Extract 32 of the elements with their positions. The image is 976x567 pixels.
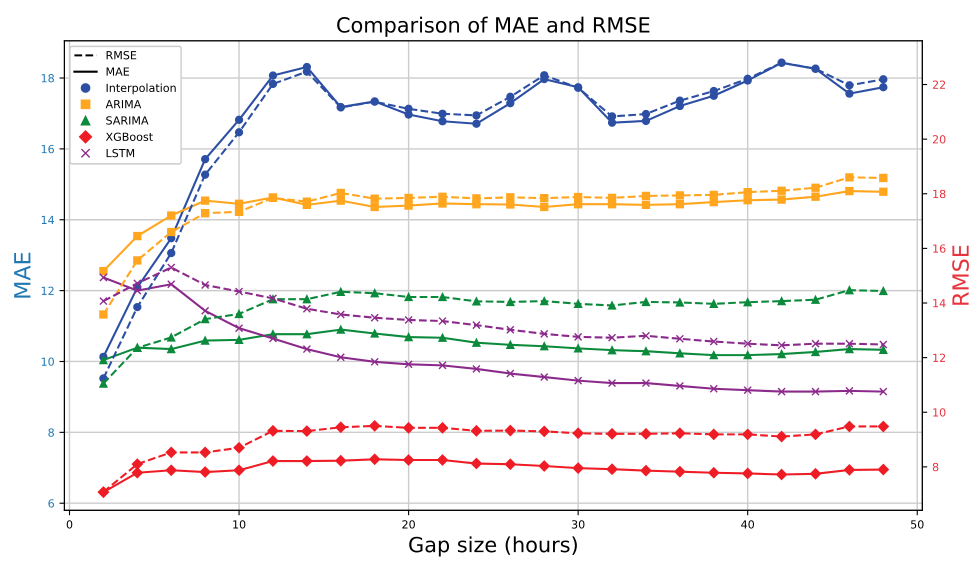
- y2-tick-label: 20: [932, 135, 946, 144]
- y-tick-label: 16: [42, 144, 54, 154]
- y2-tick-label: 8: [932, 462, 938, 472]
- y2-tick-label: 22: [932, 80, 946, 89]
- x-tick-label: 50: [911, 520, 924, 529]
- y2-tick-label: 18: [933, 190, 946, 198]
- x-tick-label: 40: [741, 520, 754, 529]
- y-tick-label: 6: [48, 499, 54, 508]
- y2-tick-label: 14: [933, 299, 946, 308]
- legend-label: Interpolation: [106, 83, 176, 94]
- y-tick-label: 18: [42, 74, 54, 82]
- legend-label: SARIMA: [106, 116, 148, 125]
- y-axis-title: MAE: [14, 252, 30, 298]
- x-tick-label: 10: [233, 520, 246, 529]
- legend-label: XGBoost: [106, 132, 153, 141]
- annotation: MAE: [106, 67, 130, 76]
- y-tick-label: 8: [48, 428, 54, 437]
- x-axis-title: Gap size (hours): [409, 536, 577, 556]
- x-tick-label: 30: [572, 520, 584, 529]
- y2-axis-title: RMSE: [952, 246, 969, 305]
- x-tick-label: 20: [402, 520, 415, 529]
- legend-label: LSTM: [106, 148, 134, 158]
- y2-tick-label: 16: [933, 244, 946, 253]
- y2-tick-label: 12: [933, 354, 946, 362]
- x-tick-label: 0: [66, 520, 72, 529]
- y-tick-label: 12: [42, 286, 54, 295]
- chart-title: Comparison of MAE and RMSE: [337, 16, 650, 37]
- y-tick-label: 10: [42, 357, 54, 366]
- legend-label: ARIMA: [106, 100, 142, 108]
- y-tick-label: 14: [42, 216, 54, 224]
- annotation: RMSE: [106, 51, 136, 60]
- y2-tick-label: 10: [933, 408, 946, 417]
